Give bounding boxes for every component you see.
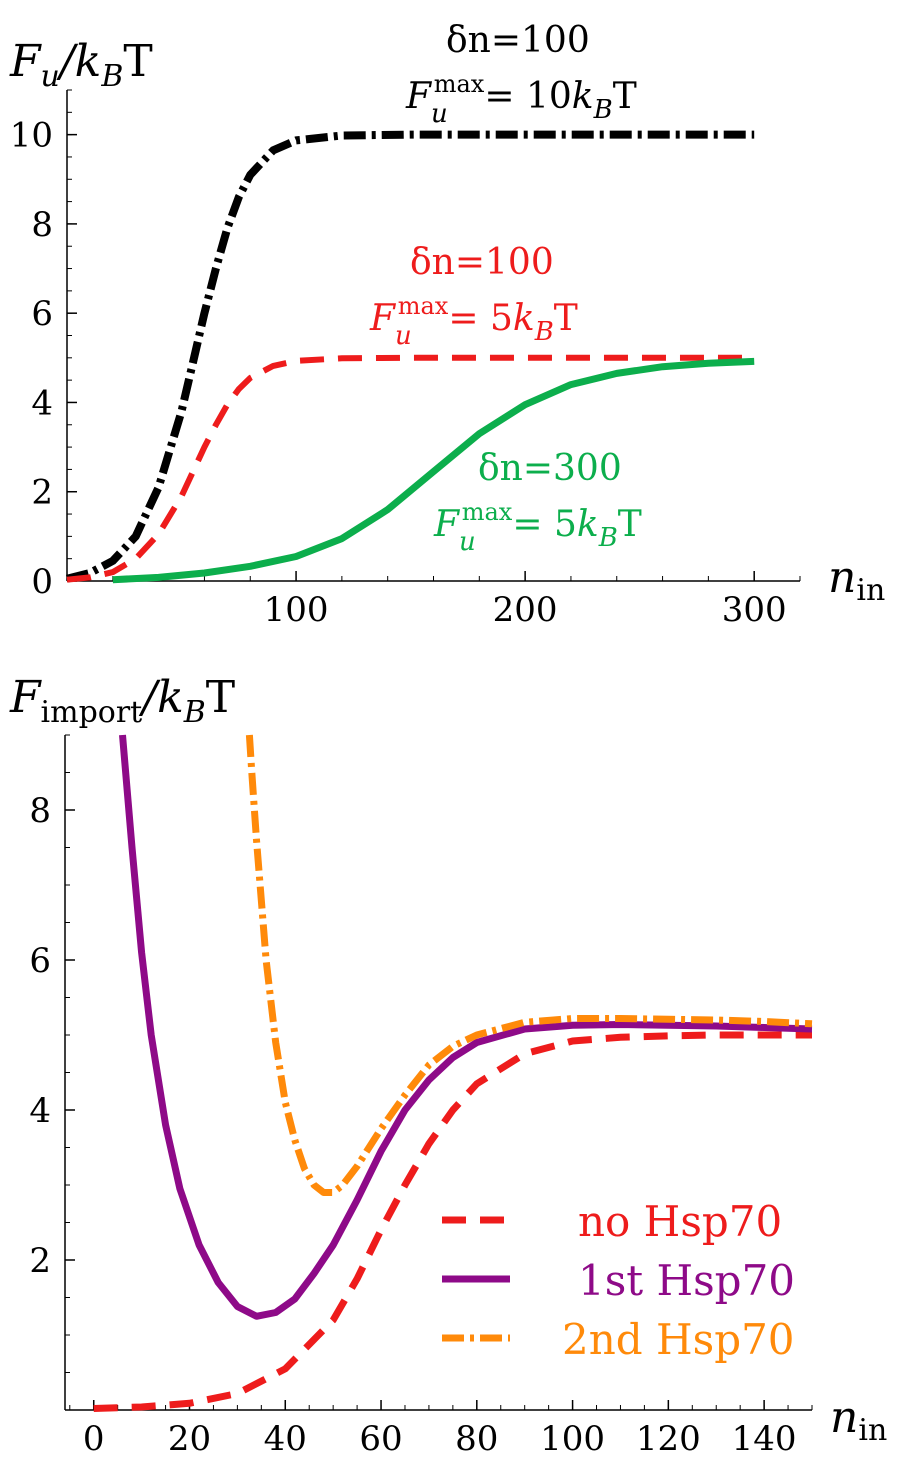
bottom-x-tick-label: 120 <box>636 1419 701 1459</box>
bottom-y-tick-label: 4 <box>29 1091 51 1131</box>
bottom-x-tick-label: 20 <box>168 1419 211 1459</box>
top-ticks: 100 200 300 0 2 4 6 8 10 <box>10 89 801 630</box>
bottom-x-tick-label: 80 <box>455 1419 498 1459</box>
bottom-series-line-0 <box>93 1031 812 1412</box>
annotation-red-line2: Fumax= 5kBT <box>369 292 578 351</box>
legend: no Hsp70 1st Hsp70 2nd Hsp70 <box>442 1197 795 1364</box>
annotation-black-line2: Fumax= 10kBT <box>405 70 637 129</box>
top-series-line-1 <box>66 354 755 583</box>
bottom-series-lines <box>93 734 813 1412</box>
legend-entry-no-hsp70: no Hsp70 <box>442 1197 782 1246</box>
top-y-tick-label: 6 <box>31 294 53 334</box>
top-series-line-0 <box>66 130 755 583</box>
top-y-tick-label: 8 <box>31 205 53 245</box>
bottom-x-tick-label: 100 <box>540 1419 605 1459</box>
legend-label-1st-hsp70: 1st Hsp70 <box>578 1256 795 1305</box>
top-x-tick-label: 300 <box>722 590 787 630</box>
bottom-x-tick-label: 40 <box>264 1419 307 1459</box>
top-y-tick-label: 2 <box>31 473 53 513</box>
bottom-x-tick-label: 140 <box>732 1419 797 1459</box>
legend-label-no-hsp70: no Hsp70 <box>578 1197 782 1246</box>
top-x-tick-label: 100 <box>264 590 329 630</box>
annotation-green: δn=300 Fumax= 5kBT <box>433 448 642 557</box>
top-series-line-2 <box>112 357 755 584</box>
bottom-y-tick-label: 2 <box>29 1241 51 1281</box>
bottom-y-tick-label: 8 <box>29 791 51 831</box>
top-series-lines <box>66 130 755 584</box>
annotation-red-line1: δn=100 <box>410 242 554 283</box>
legend-entry-2nd-hsp70: 2nd Hsp70 <box>442 1315 795 1364</box>
bottom-x-tick-label: 60 <box>359 1419 402 1459</box>
annotation-green-line1: δn=300 <box>478 448 622 489</box>
bottom-y-tick-label: 6 <box>29 941 51 981</box>
top-y-tick-label: 4 <box>31 383 53 423</box>
bottom-x-axis-label: nin <box>830 1392 887 1448</box>
annotation-red: δn=100 Fumax= 5kBT <box>369 242 578 351</box>
top-y-tick-label: 10 <box>10 116 53 156</box>
bottom-ticks: 0 20 40 60 80 100 120 140 2 4 6 8 <box>29 734 813 1459</box>
top-chart: 100 200 300 0 2 4 6 8 10 Fu/kBT nin δn=100 Fumax… <box>9 20 885 630</box>
top-y-tick-label: 0 <box>31 562 53 602</box>
annotation-black-line1: δn=100 <box>446 20 590 61</box>
annotation-green-line2: Fumax= 5kBT <box>433 498 642 557</box>
bottom-series-line-2 <box>245 734 813 1196</box>
bottom-y-axis-label: Fimport/kBT <box>9 672 235 730</box>
top-x-axis-label: nin <box>828 552 885 608</box>
legend-entry-1st-hsp70: 1st Hsp70 <box>442 1256 795 1305</box>
annotation-black: δn=100 Fumax= 10kBT <box>405 20 637 129</box>
legend-label-2nd-hsp70: 2nd Hsp70 <box>562 1315 795 1364</box>
bottom-x-tick-label: 0 <box>83 1419 105 1459</box>
top-y-axis-label: Fu/kBT <box>9 36 153 94</box>
bottom-series-line-1 <box>119 734 813 1320</box>
top-x-tick-label: 200 <box>493 590 558 630</box>
bottom-chart: 0 20 40 60 80 100 120 140 2 4 6 8 Fimport/kBT nin n… <box>9 672 887 1459</box>
